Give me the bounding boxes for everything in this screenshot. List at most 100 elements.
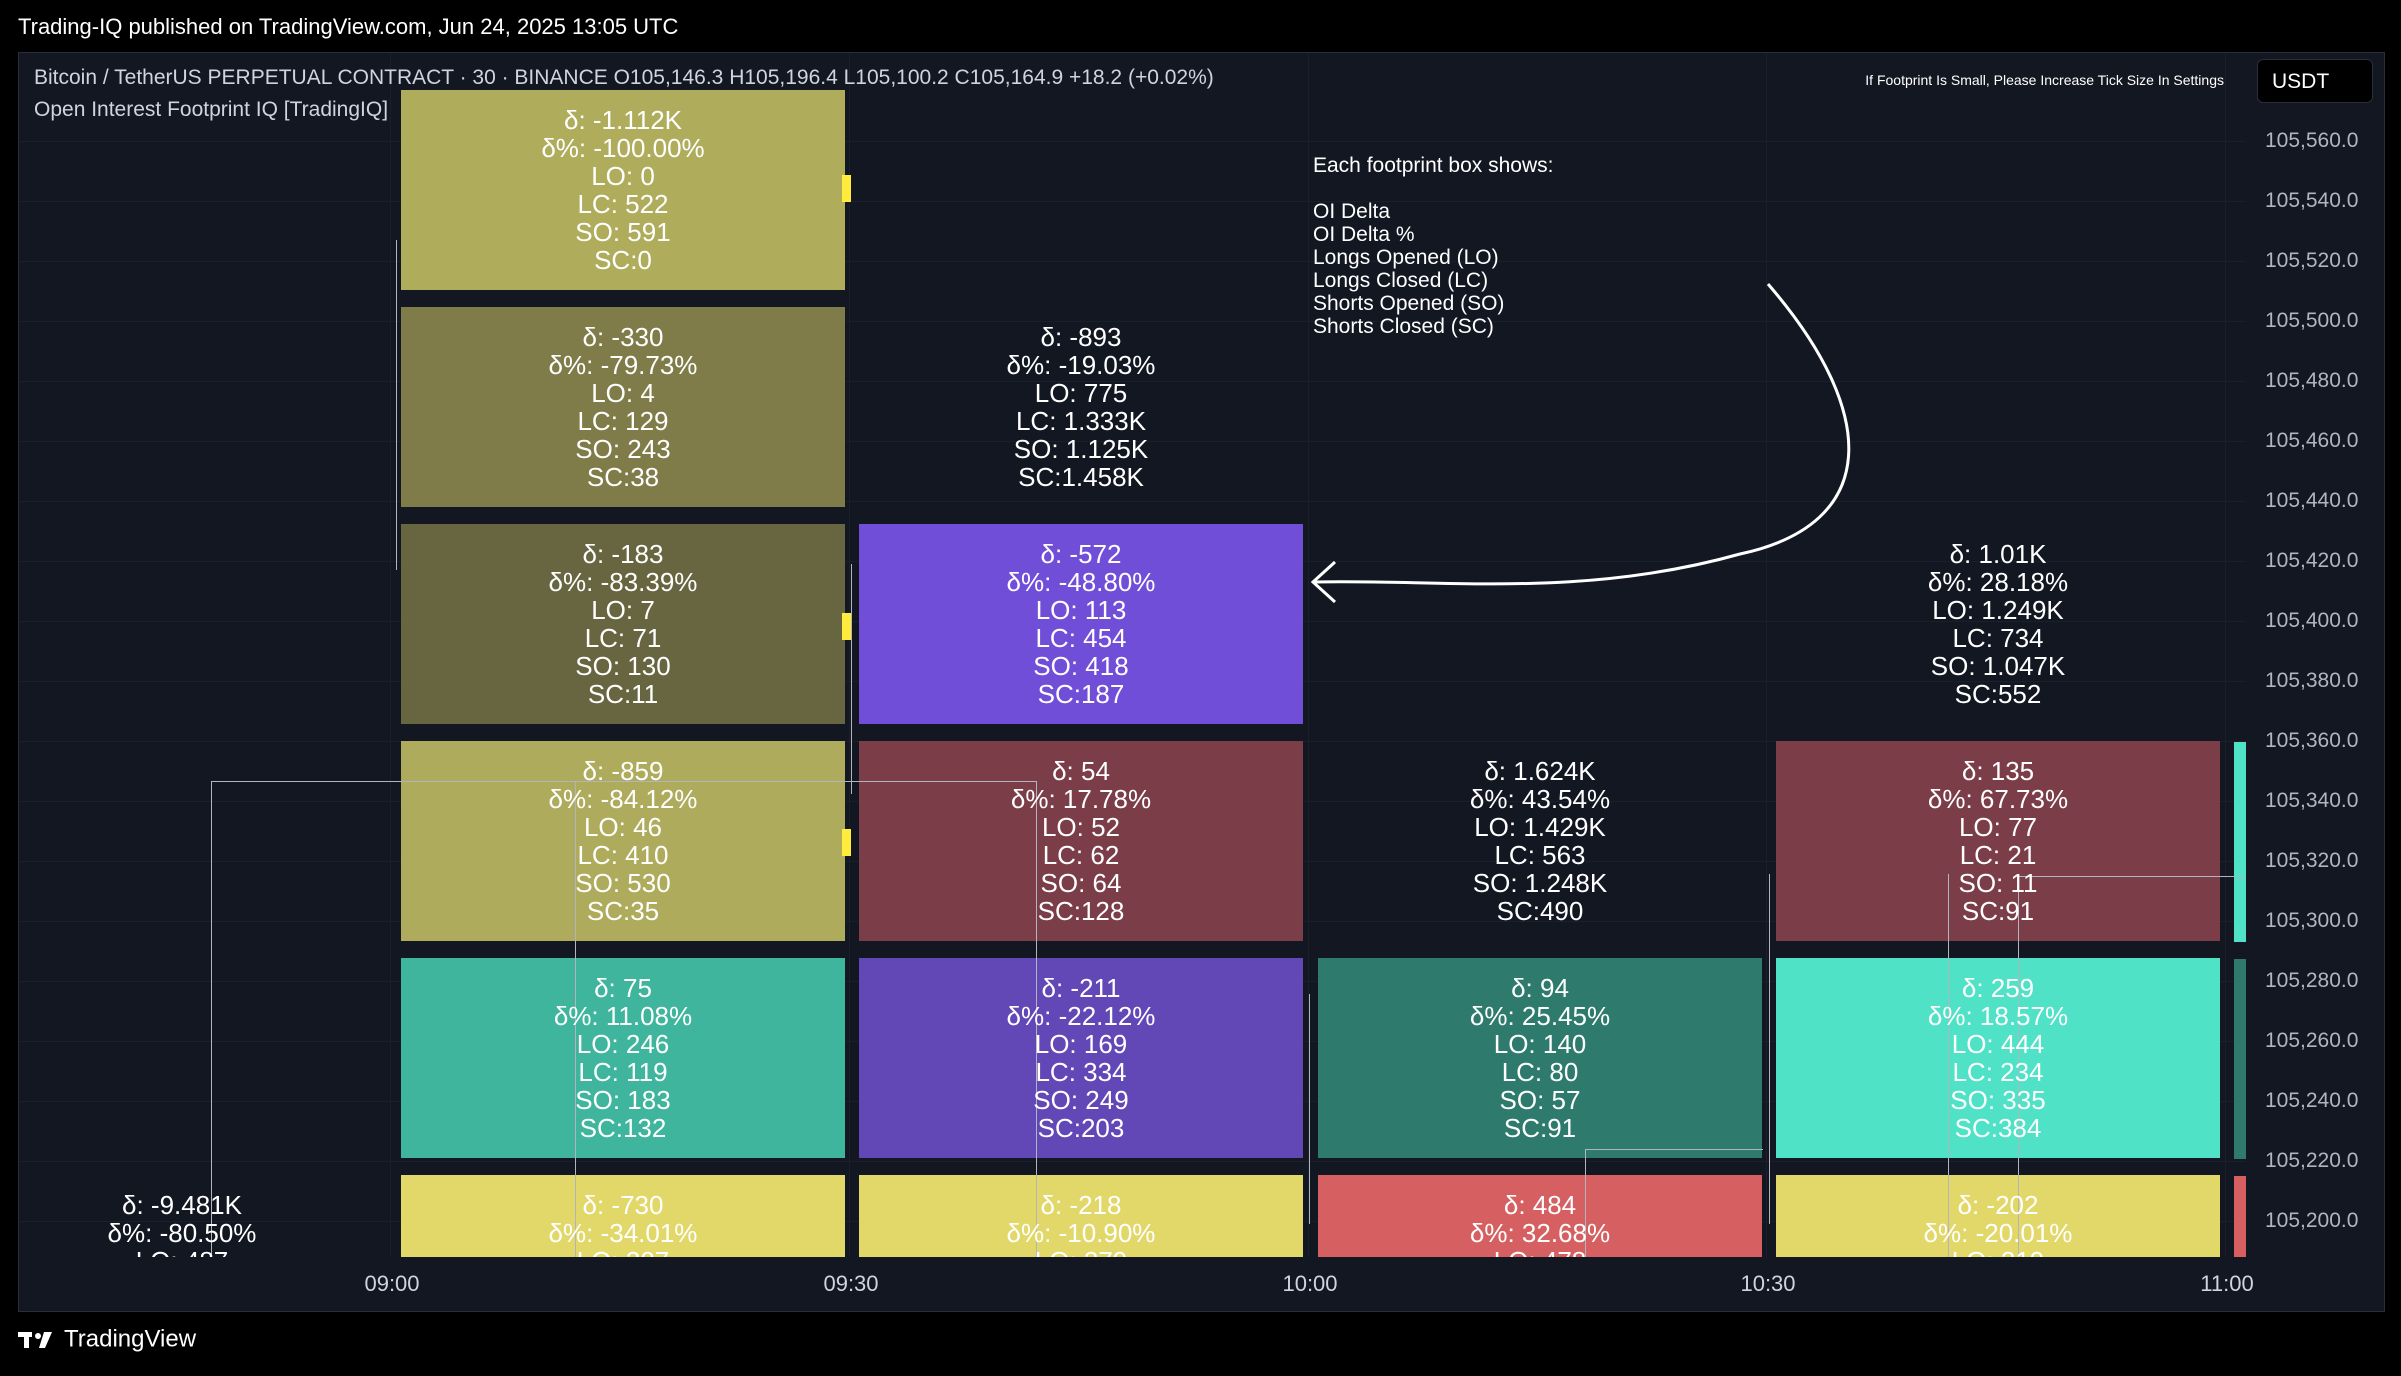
price-tick-label: 105,300.0 [2265, 909, 2359, 932]
grid-line-vertical [849, 54, 850, 1257]
footprint-value-line: LO: 444 [1951, 1029, 2045, 1059]
footprint-value-line: SO: 591 [575, 217, 671, 247]
note-item: Longs Opened (LO) [1313, 246, 1499, 269]
wick-line [2018, 876, 2245, 877]
footprint-box[interactable] [1776, 1175, 2220, 1257]
footprint-value-line: δ: 135 [1961, 756, 2035, 786]
footprint-box[interactable] [1318, 1175, 1762, 1257]
time-tick-label: 10:30 [1740, 1271, 1796, 1296]
footprint-box[interactable] [859, 741, 1303, 941]
signal-marker [842, 613, 851, 640]
partial-candle-box [2234, 959, 2246, 1159]
footprint-values: δ: -330 δ%: -79.73% LO: 4 LC: 129 SO: 243 SC:… [401, 323, 845, 491]
footprint-value-line: δ: -9.481K [122, 1190, 242, 1220]
footprint-value-line: δ: -1.112K [563, 105, 683, 135]
footprint-value-line: δ: -183 [582, 539, 664, 569]
price-tick-label: 105,400.0 [2265, 609, 2359, 632]
footprint-value-line: δ: -330 [582, 322, 664, 352]
footprint-box[interactable] [401, 524, 845, 724]
indicator-legend[interactable]: Open Interest Footprint IQ [TradingIQ] [34, 98, 389, 121]
time-axis[interactable]: 09:00 09:30 10:00 10:30 11:00 [20, 1257, 2254, 1309]
price-tick-label: 105,380.0 [2265, 669, 2359, 692]
footprint-value-line: SO: 130 [575, 651, 671, 681]
footprint-value-line: δ%: 32.68% [1469, 1218, 1611, 1248]
wick-line [851, 564, 852, 794]
currency-button[interactable]: USDT [2257, 59, 2373, 103]
footprint-legend-note: Each footprint box shows: OI Delta OI De… [1313, 154, 1553, 338]
footprint-value-line: δ%: 25.45% [1469, 1001, 1611, 1031]
footprint-value-line: δ%: -19.03% [1006, 350, 1156, 380]
footprint-value-line: LO: 169 [1034, 1029, 1128, 1059]
symbol-legend[interactable]: Bitcoin / TetherUS PERPETUAL CONTRACT · … [34, 66, 1214, 89]
footprint-value-line: δ%: 17.78% [1010, 784, 1152, 814]
footprint-value-line: δ: 1.01K [1949, 539, 2047, 569]
grid-line-horizontal [20, 1161, 2246, 1162]
footprint-value-line: LO: 46 [583, 812, 663, 842]
footprint-value-line: LC: 129 [577, 406, 669, 436]
footprint-value-line: LO: 279 [859, 1247, 1303, 1257]
price-tick-label: 105,480.0 [2265, 369, 2359, 392]
price-tick-label: 105,240.0 [2265, 1089, 2359, 1112]
wick-line [1585, 1149, 1586, 1257]
footprint-box[interactable] [1776, 958, 2220, 1158]
footprint-value-line: LC: 21 [1959, 840, 2037, 870]
footprint-box[interactable] [1776, 741, 2220, 941]
wick-line [211, 781, 212, 1257]
wick-line [2018, 876, 2019, 1257]
footprint-value-line: SO: 183 [575, 1085, 671, 1115]
wick-line [575, 781, 576, 1257]
footprint-box[interactable] [401, 1175, 845, 1257]
footprint-value-line: δ: -893 [1040, 322, 1122, 352]
footprint-box[interactable] [859, 1175, 1303, 1257]
price-tick-label: 105,520.0 [2265, 249, 2359, 272]
tradingview-brand[interactable]: TradingView [18, 1325, 196, 1354]
footprint-value-line: LO: 219 [1776, 1247, 2220, 1257]
footprint-box[interactable] [401, 741, 845, 941]
note-item: Shorts Closed (SC) [1313, 315, 1494, 338]
note-item: Shorts Opened (SO) [1313, 292, 1505, 315]
footprint-value-line: δ%: -20.01% [1923, 1218, 2073, 1248]
time-tick-label: 11:00 [2200, 1271, 2254, 1296]
footprint-value-line: δ%: 11.08% [553, 1001, 693, 1031]
footprint-value-line: SO: 530 [575, 868, 671, 898]
footprint-box[interactable] [859, 524, 1303, 724]
footprint-value-line: SO: 243 [575, 434, 671, 464]
footprint-value-line: LO: 246 [576, 1029, 670, 1059]
price-tick-label: 105,220.0 [2265, 1149, 2359, 1172]
footprint-values: δ: 135 δ%: 67.73% LO: 77 LC: 21 SO: 11 SC:91 [1776, 757, 2220, 925]
note-item: OI Delta [1313, 200, 1391, 223]
wick-line [1309, 994, 1310, 1224]
grid-line-horizontal [20, 501, 2246, 502]
footprint-box[interactable] [401, 90, 845, 290]
time-tick-label: 09:30 [823, 1271, 879, 1296]
footprint-value-line: SC:11 [587, 679, 659, 709]
footprint-value-line: δ%: -79.73% [548, 350, 698, 380]
footprint-values: δ: 94 δ%: 25.45% LO: 140 LC: 80 SO: 57 SC:91 [1318, 974, 1762, 1142]
footprint-value-line: δ: 1.624K [1484, 756, 1596, 786]
chart-pane[interactable]: Bitcoin / TetherUS PERPETUAL CONTRACT · … [20, 54, 2246, 1257]
footprint-box[interactable] [1318, 958, 1762, 1158]
footprint-box[interactable] [859, 958, 1303, 1158]
footprint-value-line: δ%: -34.01% [548, 1218, 698, 1248]
grid-line-horizontal [20, 381, 2246, 382]
footprint-value-line: δ%: -22.12% [1006, 1001, 1156, 1031]
footprint-value-line: SC:132 [579, 1113, 667, 1143]
footprint-value-line: LO: 52 [1041, 812, 1121, 842]
footprint-value-line: SC:0 [594, 245, 652, 275]
footprint-value-line: δ: -730 [582, 1190, 664, 1220]
footprint-value-line: LC: 454 [1035, 623, 1127, 653]
footprint-value-line: δ%: -80.50% [107, 1218, 257, 1248]
grid-line-vertical [1766, 54, 1767, 1257]
footprint-box[interactable] [401, 958, 845, 1158]
footprint-box[interactable] [401, 307, 845, 507]
wick-line [211, 781, 1036, 782]
footprint-value-line: SC:203 [1037, 1113, 1125, 1143]
footprint-value-line: δ: -218 [1040, 1190, 1122, 1220]
footprint-value-line: SC:128 [1037, 896, 1125, 926]
price-axis[interactable]: 105,560.0 105,540.0 105,520.0 105,500.0 105,… [2246, 54, 2382, 1257]
footprint-value-line: δ: 259 [1961, 973, 2035, 1003]
footprint-value-line: SC:38 [586, 462, 660, 492]
